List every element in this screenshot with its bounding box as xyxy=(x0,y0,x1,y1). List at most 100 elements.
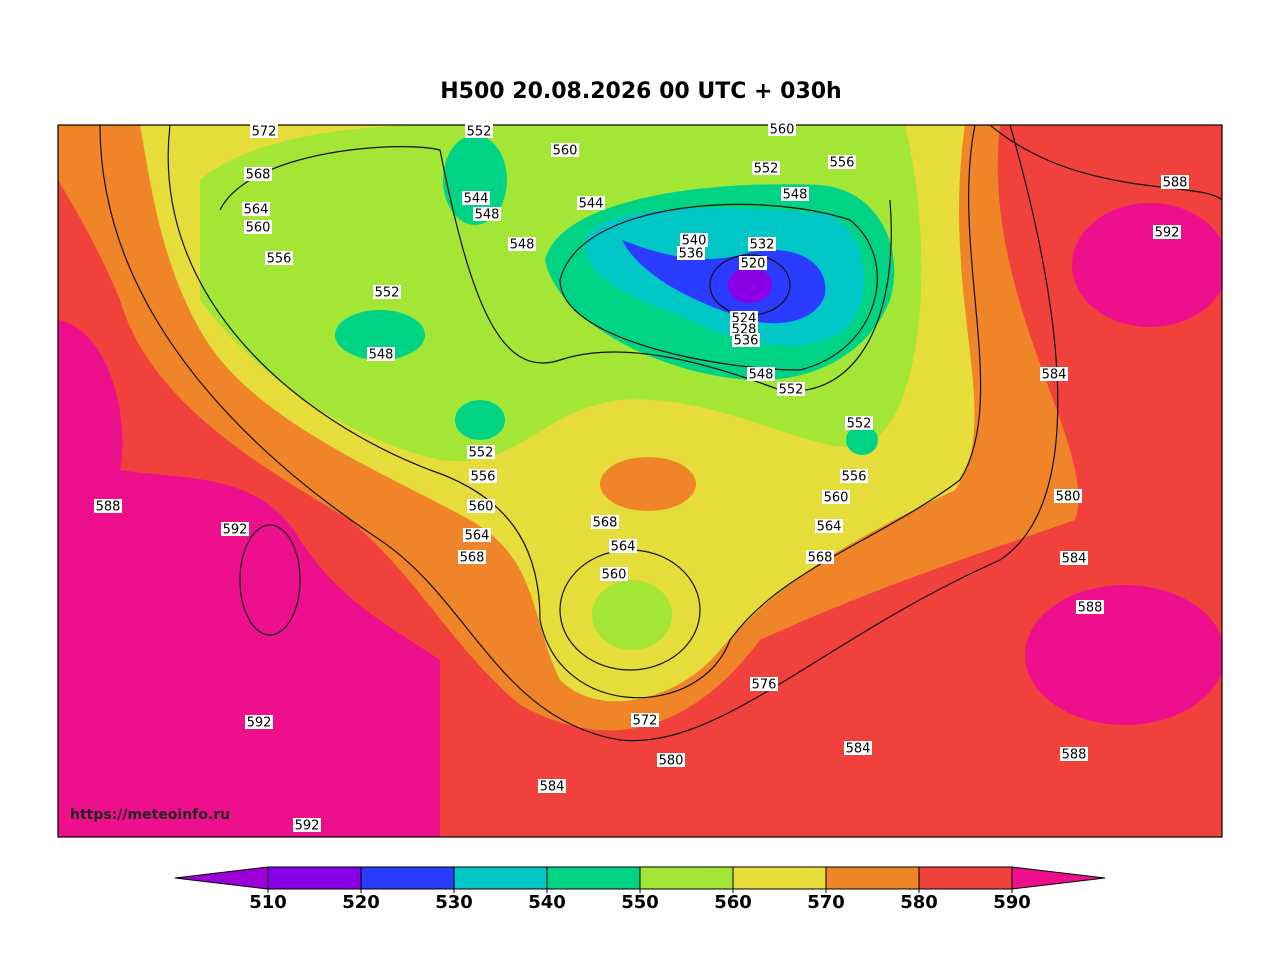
contour-line xyxy=(219,146,892,392)
contour-label: 532 xyxy=(750,238,775,253)
contour-label: 588 xyxy=(1078,601,1103,616)
contour-label: 552 xyxy=(779,383,804,398)
contour-label: 580 xyxy=(659,754,684,769)
fill-region xyxy=(728,267,772,303)
contour-label: 556 xyxy=(842,470,867,485)
colorbar-tick-label: 510 xyxy=(249,892,287,913)
colorbar: 510 520 530 540 550 560 570 580 590 xyxy=(174,866,1106,913)
contour-label-box xyxy=(1060,551,1088,565)
contour-label-box xyxy=(463,528,491,542)
contour-label-box xyxy=(551,143,579,157)
contour-label: 544 xyxy=(579,197,604,212)
contour-label-box xyxy=(577,196,605,210)
contour-label: 548 xyxy=(369,348,394,363)
contour-label: 568 xyxy=(460,551,485,566)
fill-region xyxy=(846,425,878,455)
fill-region xyxy=(455,400,505,440)
contour-label-box xyxy=(367,347,395,361)
contour-label-box xyxy=(467,499,495,513)
contour-label-box xyxy=(752,161,780,175)
colorbar-band xyxy=(267,866,362,890)
contour-label-box xyxy=(245,715,273,729)
contour-label-box xyxy=(609,539,637,553)
contour-label-box xyxy=(677,246,705,260)
contour-label-box xyxy=(373,285,401,299)
fill-region xyxy=(1025,585,1222,725)
contour-label: 568 xyxy=(246,168,271,183)
contour-label: 556 xyxy=(830,156,855,171)
contour-label-box xyxy=(242,202,270,216)
contour-label-box xyxy=(730,322,758,336)
contour-label: 552 xyxy=(375,286,400,301)
contour-label-box xyxy=(1040,367,1068,381)
contour-label: 564 xyxy=(611,540,636,555)
contour-label: 592 xyxy=(295,819,320,834)
contour-label: 576 xyxy=(752,678,777,693)
contour-label-box xyxy=(1076,600,1104,614)
contour-label-box xyxy=(293,818,321,832)
contour-label: 572 xyxy=(633,714,658,729)
contour-label: 560 xyxy=(770,123,795,138)
colorbar-band xyxy=(918,866,1013,890)
contour-label-box xyxy=(806,550,834,564)
contour-label-box xyxy=(508,237,536,251)
contour-label-box xyxy=(748,237,776,251)
contour-label: 536 xyxy=(734,334,759,349)
contour-label-box xyxy=(840,469,868,483)
contour-label: 560 xyxy=(553,144,578,159)
contour-label: 588 xyxy=(1163,176,1188,191)
colorbar-band xyxy=(825,866,920,890)
contour-label-box xyxy=(845,416,873,430)
contour-label: 552 xyxy=(469,446,494,461)
contour-label-box xyxy=(768,122,796,136)
contour-label-box xyxy=(458,550,486,564)
contour-label: 584 xyxy=(1042,368,1067,383)
contour-label: 548 xyxy=(783,188,808,203)
colorbar-band xyxy=(360,866,455,890)
contour-label: 572 xyxy=(252,125,277,140)
contour-label: 544 xyxy=(464,192,489,207)
contour-label: 548 xyxy=(749,368,774,383)
contour-label-box xyxy=(473,207,501,221)
contour-label-box xyxy=(94,499,122,513)
colorbar-tick-label: 560 xyxy=(714,892,752,913)
colorbar-band xyxy=(732,866,827,890)
contour-label: 552 xyxy=(754,162,779,177)
contour-label-box xyxy=(732,333,760,347)
colorbar-tick-label: 590 xyxy=(993,892,1031,913)
contour-line xyxy=(167,125,982,699)
contour-label-box xyxy=(747,367,775,381)
contour-label: 568 xyxy=(808,551,833,566)
colorbar-band xyxy=(453,866,548,890)
contour-line xyxy=(239,524,301,636)
fill-region xyxy=(592,580,672,650)
contour-label-box xyxy=(815,519,843,533)
contour-label-box xyxy=(1054,489,1082,503)
contour-label-box xyxy=(781,187,809,201)
contour-line xyxy=(99,125,1059,742)
contour-label-box xyxy=(465,124,493,138)
contour-label: 592 xyxy=(1155,226,1180,241)
contour-label-box xyxy=(221,522,249,536)
map-title: H500 20.08.2026 00 UTC + 030h xyxy=(440,79,841,104)
contour-label-box xyxy=(250,124,278,138)
contour-label: 540 xyxy=(682,234,707,249)
colorbar-tick-label: 540 xyxy=(528,892,566,913)
fill-region xyxy=(335,310,425,360)
contour-label-box xyxy=(1161,175,1189,189)
contour-label-box xyxy=(244,220,272,234)
contour-label: 592 xyxy=(223,523,248,538)
colorbar-extend-low xyxy=(174,866,269,890)
contour-labels: 572 552 560 560 568 552 556 588 544 544 548 564 548 5… xyxy=(94,122,1189,834)
contour-label-box xyxy=(750,677,778,691)
contour-label: 520 xyxy=(741,257,766,272)
colorbar-extend-high xyxy=(1011,866,1106,890)
contour-label: 564 xyxy=(817,520,842,535)
contour-label-box xyxy=(680,233,708,247)
fill-region xyxy=(600,457,696,511)
contour-label-box xyxy=(1060,747,1088,761)
contour-label: 560 xyxy=(469,500,494,515)
contour-label: 588 xyxy=(96,500,121,515)
fill-region xyxy=(58,320,440,837)
